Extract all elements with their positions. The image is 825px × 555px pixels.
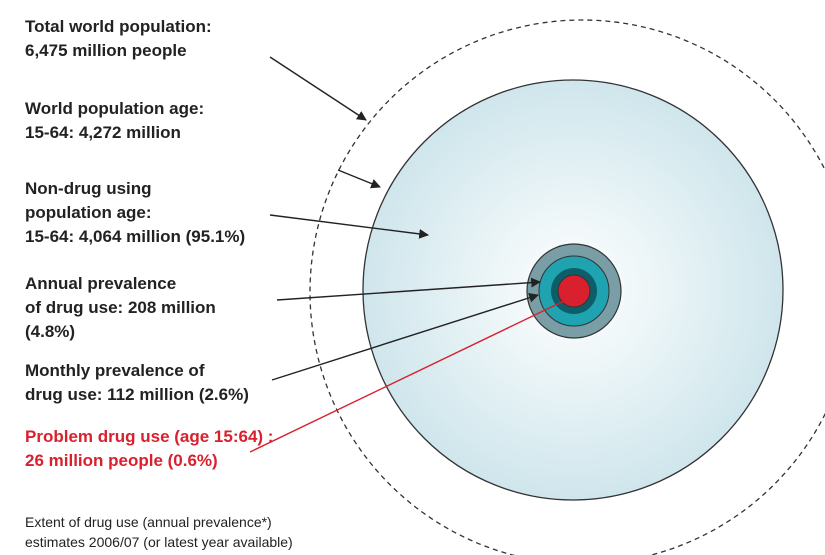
label-line: drug use: 112 million (2.6%)	[25, 385, 249, 404]
label-line: 15-64: 4,272 million	[25, 123, 181, 142]
label-line: Extent of drug use (annual prevalence*)	[25, 514, 272, 530]
label-line: 15-64: 4,064 million (95.1%)	[25, 227, 245, 246]
arrow	[269, 214, 429, 239]
label-line: of drug use: 208 million	[25, 298, 216, 317]
label-line: World population age:	[25, 99, 204, 118]
label-line: Problem drug use (age 15:64) :	[25, 427, 273, 446]
label-line: population age:	[25, 203, 152, 222]
label-line: 6,475 million people	[25, 41, 187, 60]
arrow	[276, 277, 541, 301]
label-line: Non-drug using	[25, 179, 152, 198]
arrow	[269, 56, 367, 121]
arrow	[337, 169, 381, 189]
label-line: (4.8%)	[25, 322, 75, 341]
label-line: Monthly prevalence of	[25, 361, 205, 380]
red-line	[249, 299, 567, 453]
arrow	[271, 293, 539, 381]
label-line: estimates 2006/07 (or latest year availa…	[25, 534, 293, 550]
label-line: 26 million people (0.6%)	[25, 451, 218, 470]
label-line: Annual prevalence	[25, 274, 176, 293]
problem-circle	[557, 274, 591, 308]
label-line: Total world population:	[25, 17, 212, 36]
